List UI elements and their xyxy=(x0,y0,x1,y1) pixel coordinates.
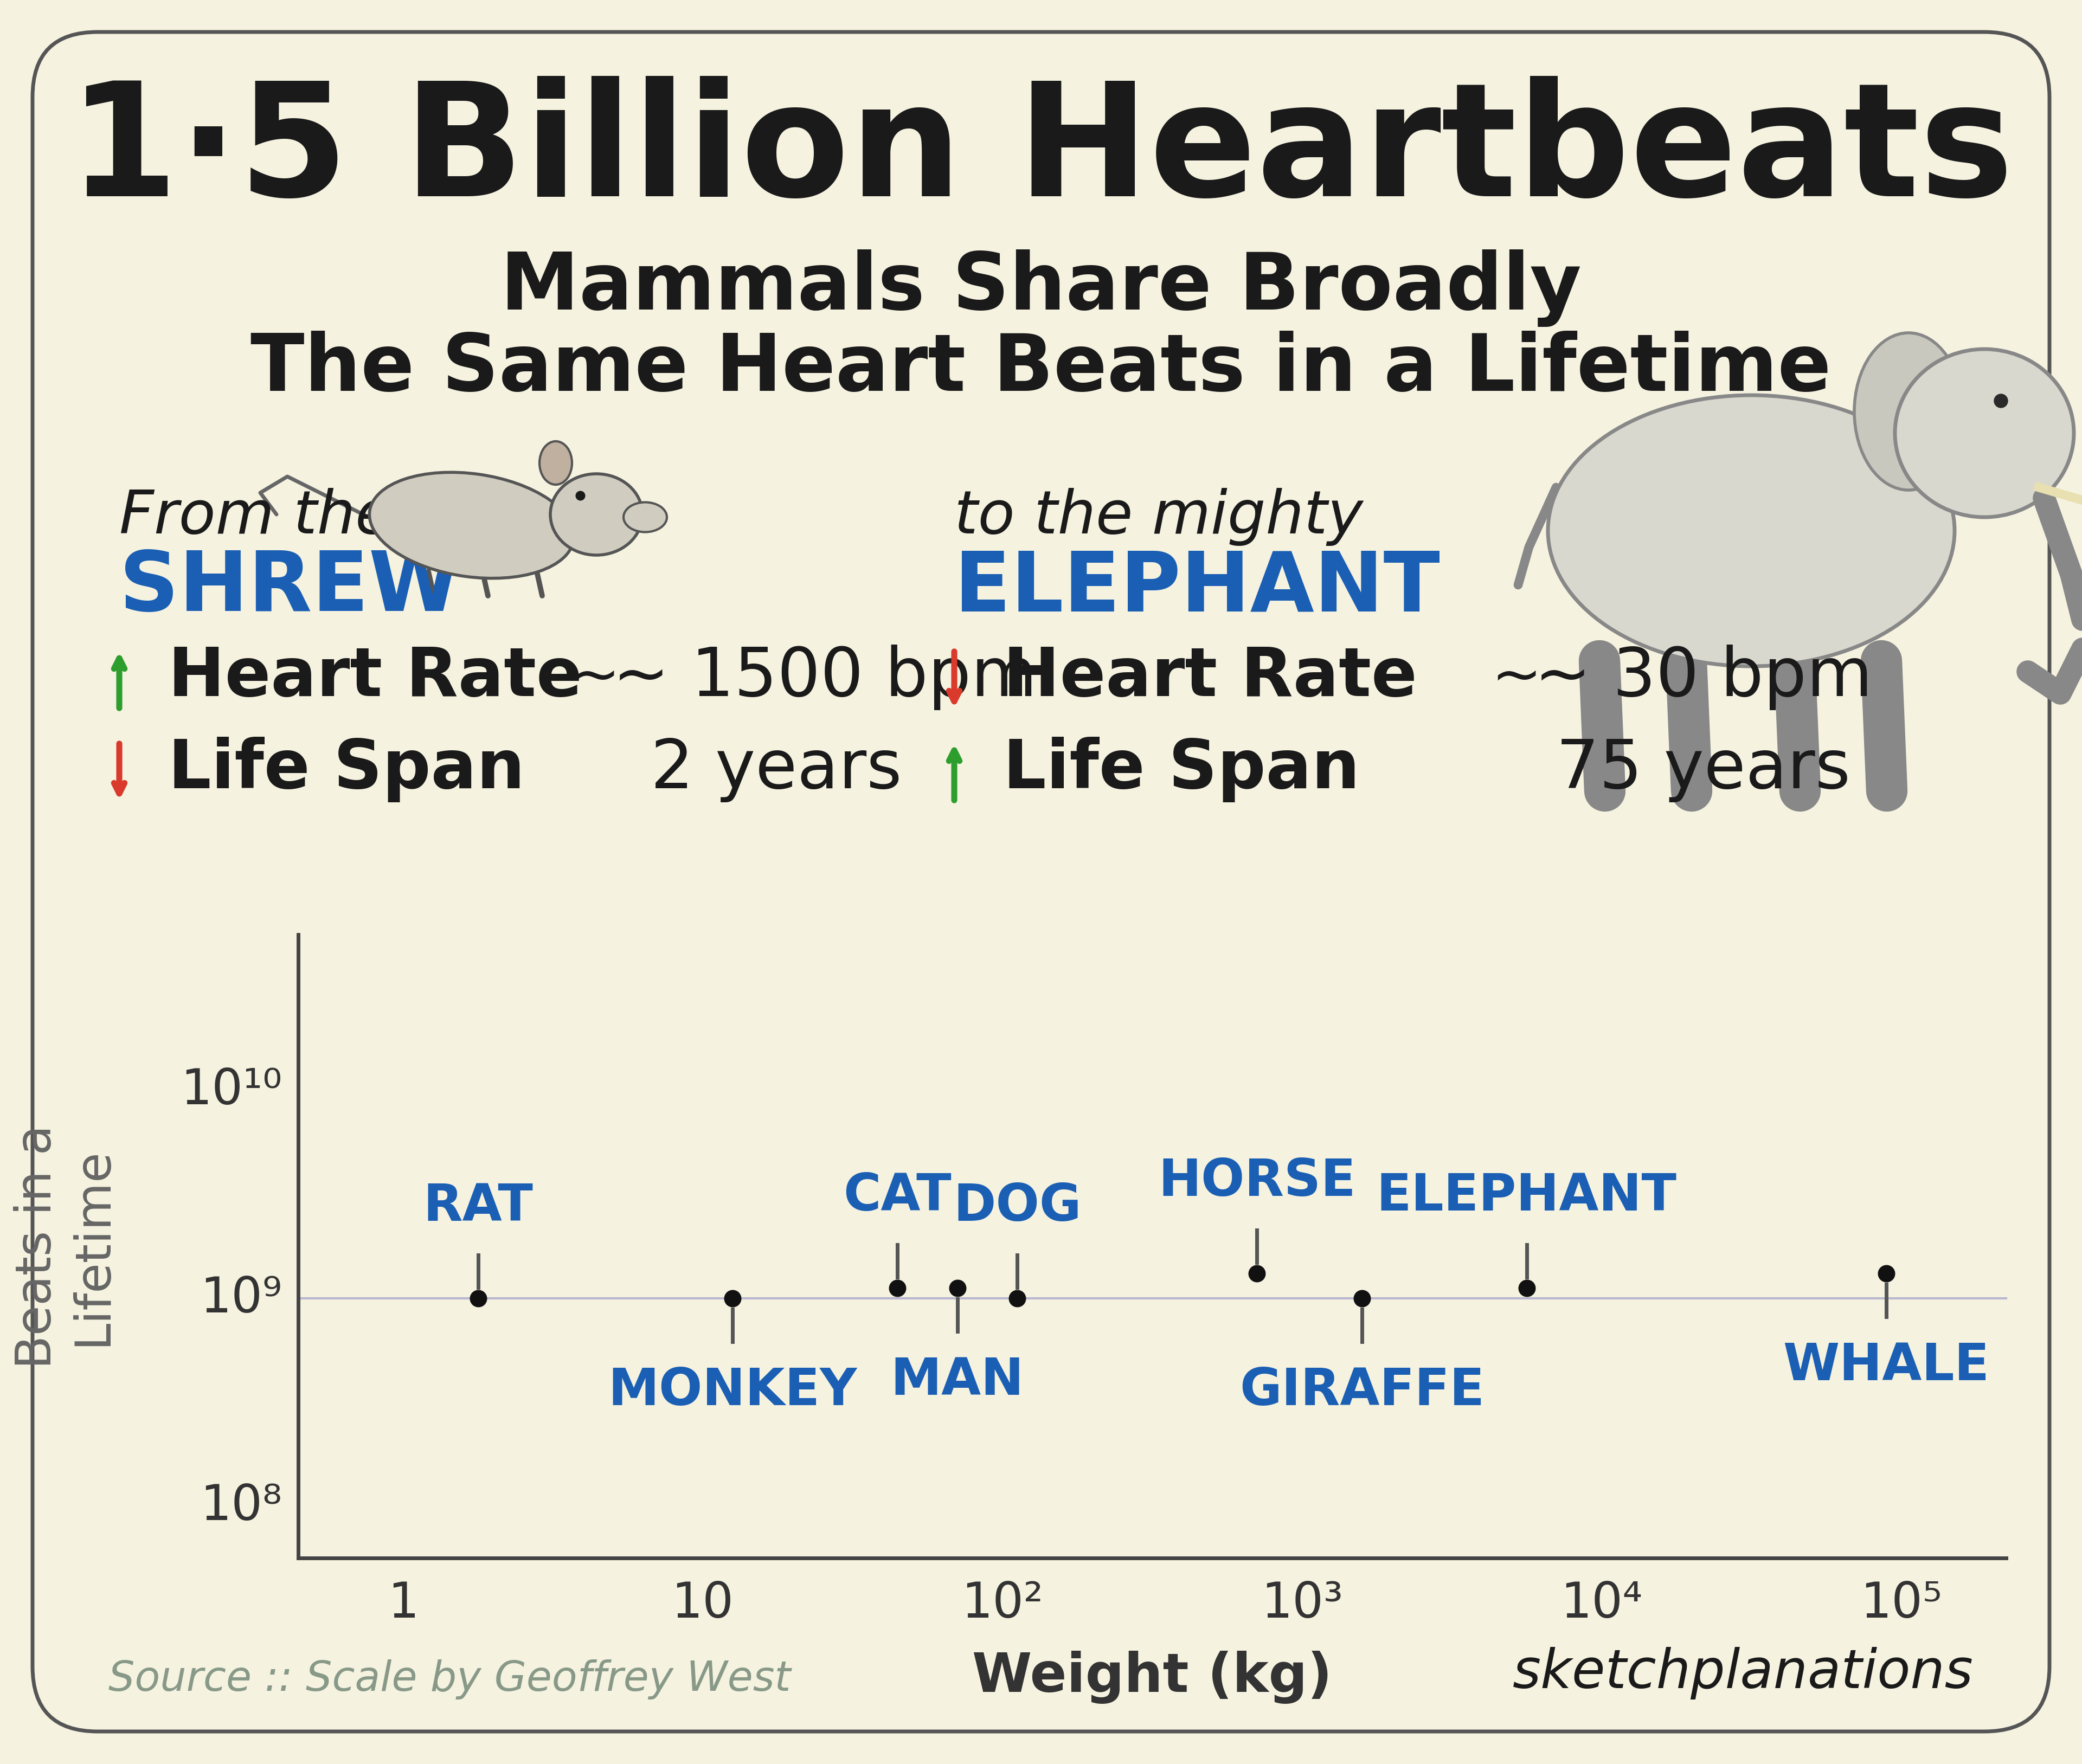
Ellipse shape xyxy=(1855,333,1963,490)
Text: Life Span: Life Span xyxy=(1004,737,1360,803)
Ellipse shape xyxy=(623,503,666,533)
Ellipse shape xyxy=(1895,349,2074,517)
Text: MONKEY: MONKEY xyxy=(608,1365,858,1415)
Text: SHREW: SHREW xyxy=(119,547,460,628)
Text: ~ 1500 bpm: ~ 1500 bpm xyxy=(612,644,1037,711)
Text: sketchplanations: sketchplanations xyxy=(1514,1646,1974,1699)
Text: 10⁹: 10⁹ xyxy=(200,1275,281,1323)
Text: Beats in a
Lifetime: Beats in a Lifetime xyxy=(15,1124,117,1369)
Text: RAT: RAT xyxy=(423,1182,533,1231)
Text: Heart Rate: Heart Rate xyxy=(1004,644,1418,711)
Ellipse shape xyxy=(1547,395,1955,667)
Text: 10⁴: 10⁴ xyxy=(1562,1581,1643,1628)
Text: Life Span: Life Span xyxy=(169,737,525,803)
Text: WHALE: WHALE xyxy=(1782,1341,1990,1390)
Text: 10⁵: 10⁵ xyxy=(1859,1581,1943,1628)
Text: Source :: Scale by Geoffrey West: Source :: Scale by Geoffrey West xyxy=(108,1658,791,1699)
Text: GIRAFFE: GIRAFFE xyxy=(1239,1365,1484,1415)
Ellipse shape xyxy=(550,475,643,556)
Text: 10: 10 xyxy=(672,1581,733,1628)
Text: From the tiny: From the tiny xyxy=(119,487,527,545)
Text: CAT: CAT xyxy=(843,1171,951,1221)
Text: ELEPHANT: ELEPHANT xyxy=(1376,1171,1676,1221)
Text: HORSE: HORSE xyxy=(1158,1157,1355,1207)
Text: 1: 1 xyxy=(387,1581,418,1628)
Ellipse shape xyxy=(539,441,573,485)
Text: Weight (kg): Weight (kg) xyxy=(972,1649,1332,1704)
Text: MAN: MAN xyxy=(891,1355,1024,1406)
Text: Heart Rate: Heart Rate xyxy=(169,644,583,711)
Text: The Same Heart Beats in a Lifetime: The Same Heart Beats in a Lifetime xyxy=(250,330,1832,407)
Text: 1·5 Billion Heartbeats: 1·5 Billion Heartbeats xyxy=(69,76,2013,229)
Text: ~: ~ xyxy=(568,649,620,706)
Text: ELEPHANT: ELEPHANT xyxy=(954,547,1441,628)
Text: ~ 30 bpm: ~ 30 bpm xyxy=(1534,644,1872,711)
Text: 75 years: 75 years xyxy=(1555,737,1851,803)
Text: 10³: 10³ xyxy=(1262,1581,1343,1628)
Ellipse shape xyxy=(369,473,575,579)
Text: 10²: 10² xyxy=(962,1581,1043,1628)
Text: ~: ~ xyxy=(1491,649,1541,706)
FancyBboxPatch shape xyxy=(33,32,2049,1732)
Text: Mammals Share Broadly: Mammals Share Broadly xyxy=(500,249,1582,326)
Text: 2 years: 2 years xyxy=(650,737,902,803)
Text: to the mighty: to the mighty xyxy=(954,487,1364,545)
Text: 10⁸: 10⁸ xyxy=(200,1482,281,1529)
Text: DOG: DOG xyxy=(954,1182,1081,1231)
Text: 10¹⁰: 10¹⁰ xyxy=(181,1067,281,1115)
